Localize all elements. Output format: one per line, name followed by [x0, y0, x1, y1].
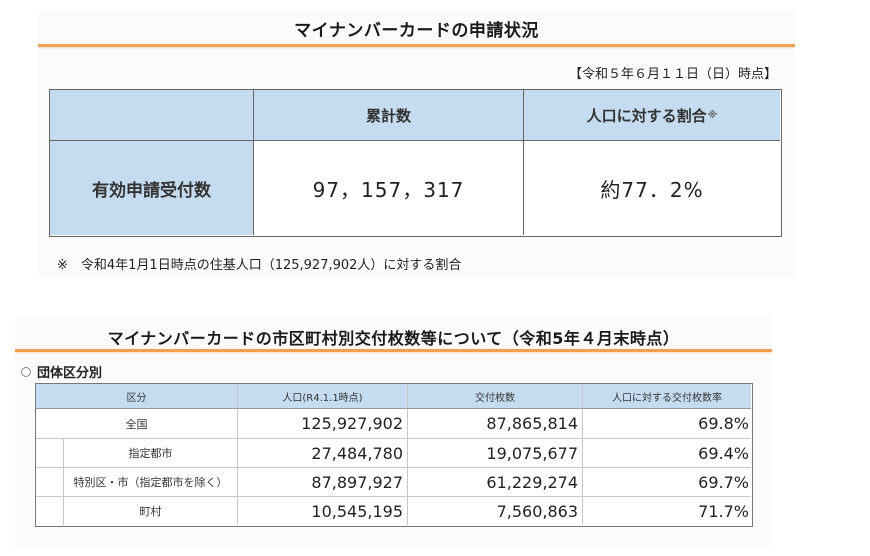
- category-cell: 町村: [63, 497, 238, 525]
- as-of-date: 【令和５年６月１１日（日）時点】: [568, 67, 777, 82]
- issued-cell: 87,865,814: [408, 409, 583, 438]
- rate-cell: 69.8%: [698, 414, 749, 433]
- header-population: 人口(R4.1.1時点): [238, 384, 408, 408]
- row-header-valid-applications: 有効申請受付数: [50, 141, 254, 235]
- table-corner-cell: [50, 90, 254, 141]
- ratio-value: 約77．2%: [600, 177, 704, 202]
- population-cell: 125,927,902: [238, 409, 408, 438]
- header-category: 区分: [36, 384, 238, 408]
- category-cell: 指定都市: [63, 439, 238, 467]
- section2-title: マイナンバーカードの市区町村別交付枚数等について（令和5年４月末時点）: [107, 329, 680, 348]
- header-rate: 人口に対する交付枚数率: [612, 392, 722, 404]
- circle-bullet-icon: [21, 366, 31, 377]
- rate-cell: 69.7%: [698, 472, 749, 492]
- table-header-row: 区分 人口(R4.1.1時点) 交付枚数 人口に対する交付枚数率: [36, 384, 751, 409]
- issued-cell: 61,229,274: [408, 468, 583, 496]
- orange-divider: [38, 44, 795, 47]
- note-mark: ※: [707, 109, 718, 121]
- subheading: 団体区分別: [21, 362, 102, 381]
- population-cell: 10,545,195: [238, 497, 408, 525]
- category-cell: 全国: [36, 409, 238, 438]
- table-row: 特別区・市（指定都市を除く） 87,897,927 61,229,274 69.…: [36, 467, 751, 496]
- subheading-text: 団体区分別: [37, 366, 103, 381]
- issuance-table: 区分 人口(R4.1.1時点) 交付枚数 人口に対する交付枚数率 全国 125,…: [35, 383, 753, 527]
- issued-cell: 7,560,863: [408, 497, 583, 525]
- cumulative-value: 97，157，317: [254, 141, 524, 235]
- table-row: 全国 125,927,902 87,865,814 69.8%: [36, 409, 751, 438]
- population-cell: 87,897,927: [238, 468, 408, 496]
- population-cell: 27,484,780: [238, 439, 408, 467]
- table-row: 指定都市 27,484,780 19,075,677 69.4%: [36, 438, 751, 467]
- header-ratio-label: 人口に対する割合: [586, 106, 707, 125]
- footnote: ※ 令和4年1月1日時点の住基人口（125,927,902人）に対する割合: [57, 258, 462, 273]
- section1-title: マイナンバーカードの申請状況: [294, 21, 539, 41]
- header-cumulative-label: 累計数: [365, 106, 411, 125]
- header-issued: 交付枚数: [408, 384, 583, 408]
- header-ratio: 人口に対する割合 ※: [524, 90, 780, 141]
- header-cumulative: 累計数: [254, 90, 524, 141]
- category-cell: 特別区・市（指定都市を除く）: [63, 468, 238, 496]
- rate-cell: 69.4%: [698, 443, 749, 463]
- rate-cell: 71.7%: [698, 501, 749, 521]
- application-status-table: 累計数 人口に対する割合 ※ 有効申請受付数 97，157，317 約77．2%: [49, 89, 782, 237]
- table-row: 町村 10,545,195 7,560,863 71.7%: [36, 496, 751, 525]
- issued-cell: 19,075,677: [408, 439, 583, 467]
- orange-divider: [15, 349, 772, 352]
